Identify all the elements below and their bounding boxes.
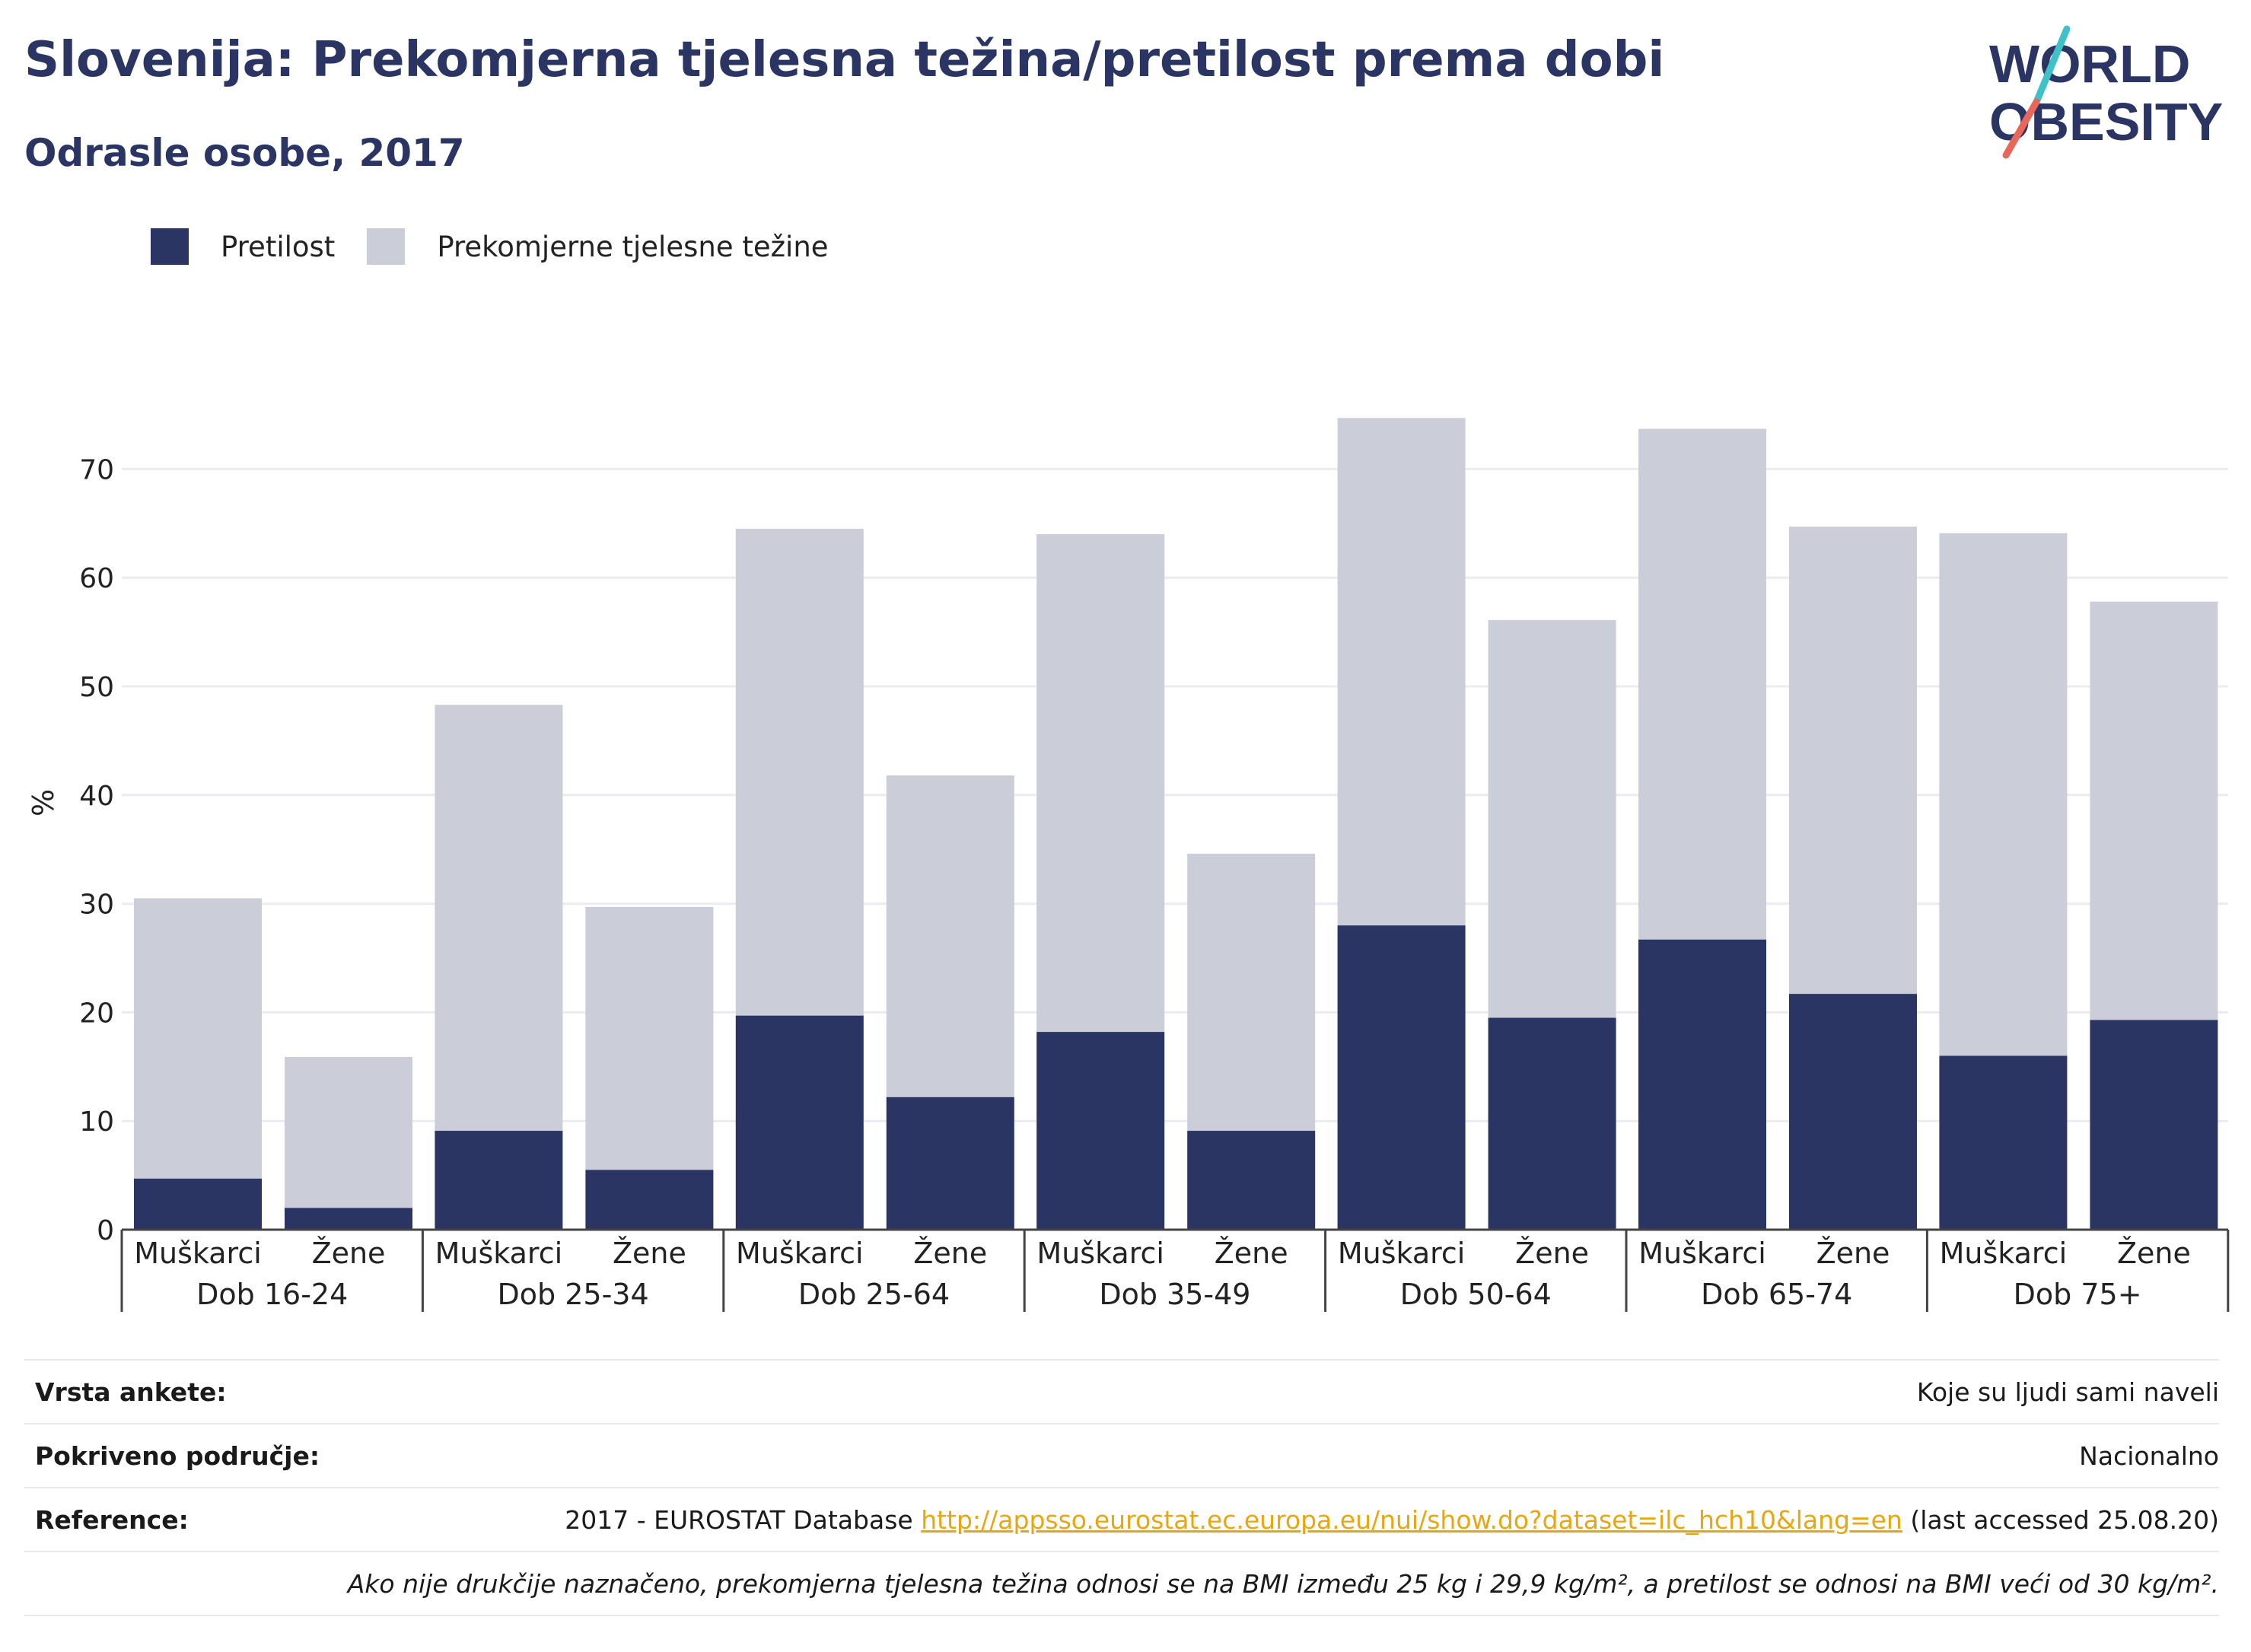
reference-value: 2017 - EUROSTAT Database http://appsso.e… (565, 1505, 2219, 1535)
x-subcategory-label: Muškarci (736, 1237, 864, 1270)
bar-obesity (886, 1097, 1014, 1230)
bar-overweight (435, 705, 563, 1132)
bar-obesity (735, 1015, 864, 1230)
bar-obesity (585, 1170, 714, 1230)
bar-obesity (435, 1131, 563, 1230)
coverage-label: Pokriveno područje: (35, 1441, 320, 1471)
y-tick-label: 30 (79, 890, 114, 921)
reference-prefix: 2017 - EUROSTAT Database (565, 1505, 922, 1535)
info-row-reference: Reference: 2017 - EUROSTAT Database http… (24, 1487, 2219, 1551)
bar-obesity (1638, 939, 1766, 1230)
x-group-label: Dob 75+ (2014, 1278, 2142, 1311)
survey-type-value: Koje su ljudi sami naveli (1916, 1377, 2219, 1407)
reference-suffix: (last accessed 25.08.20) (1902, 1505, 2219, 1535)
chart-title: Slovenija: Prekomjerna tjelesna težina/p… (24, 32, 1665, 88)
bar-obesity (1488, 1017, 1616, 1230)
x-subcategory-label: Žene (1515, 1237, 1589, 1270)
x-subcategory-label: Muškarci (134, 1237, 262, 1270)
logo-text-world: WORLD (1989, 34, 2190, 94)
legend-item-obesity[interactable]: Pretilost (151, 228, 335, 265)
info-row-coverage: Pokriveno područje: Nacionalno (24, 1423, 2219, 1487)
x-group-label: Dob 35-49 (1099, 1278, 1250, 1311)
bar-obesity (1939, 1055, 2068, 1230)
legend-item-overweight[interactable]: Prekomjerne tjelesne težine (367, 228, 829, 265)
x-group-label: Dob 25-34 (498, 1278, 649, 1311)
x-group-label: Dob 25-64 (798, 1278, 950, 1311)
x-subcategory-label: Žene (2117, 1237, 2191, 1270)
coverage-value: Nacionalno (2079, 1441, 2219, 1471)
y-tick-label: 40 (79, 781, 114, 812)
x-subcategory-label: Muškarci (435, 1237, 563, 1270)
x-subcategory-label: Žene (913, 1237, 987, 1270)
x-subcategory-label: Žene (312, 1237, 386, 1270)
x-group-label: Dob 65-74 (1701, 1278, 1852, 1311)
bar-overweight (1337, 418, 1466, 926)
y-tick-label: 70 (79, 454, 114, 485)
x-subcategory-label: Žene (1816, 1237, 1890, 1270)
x-subcategory-label: Žene (613, 1237, 686, 1270)
bar-overweight (1488, 619, 1616, 1018)
reference-link[interactable]: http://appsso.eurostat.ec.europa.eu/nui/… (921, 1505, 1902, 1535)
info-row-survey: Vrsta ankete: Koje su ljudi sami naveli (24, 1359, 2219, 1423)
bar-obesity (1187, 1131, 1316, 1230)
legend-label-overweight: Prekomjerne tjelesne težine (437, 230, 829, 263)
y-tick-label: 60 (79, 563, 114, 594)
y-tick-label: 0 (97, 1215, 114, 1246)
bar-obesity (1036, 1032, 1165, 1230)
bar-overweight (1789, 527, 1917, 995)
bar-overweight (735, 528, 864, 1016)
bar-overweight (285, 1056, 412, 1208)
info-table: Vrsta ankete: Koje su ljudi sami naveli … (24, 1359, 2219, 1616)
y-axis-label: % (27, 789, 60, 816)
world-obesity-logo: WORLD OBESITY (1989, 25, 2223, 159)
bar-overweight (134, 898, 262, 1179)
chart-legend: Pretilost Prekomjerne tjelesne težine (151, 227, 861, 266)
bar-obesity (1337, 925, 1466, 1230)
x-group-label: Dob 50-64 (1400, 1278, 1552, 1311)
x-subcategory-label: Muškarci (1940, 1237, 2068, 1270)
info-row-note: Ako nije drukčije naznačeno, prekomjerna… (24, 1551, 2219, 1616)
survey-type-label: Vrsta ankete: (35, 1377, 227, 1407)
bar-obesity (134, 1178, 262, 1230)
reference-label: Reference: (35, 1505, 189, 1535)
y-tick-label: 10 (79, 1106, 114, 1138)
bar-overweight (585, 906, 714, 1170)
bar-obesity (1789, 994, 1917, 1230)
logo-slash-teal (2033, 25, 2071, 106)
bar-overweight (2090, 601, 2218, 1020)
bar-obesity (2090, 1020, 2218, 1230)
x-subcategory-label: Žene (1215, 1237, 1288, 1270)
bar-obesity (285, 1208, 412, 1230)
x-subcategory-label: Muškarci (1638, 1237, 1766, 1270)
legend-swatch-obesity (151, 228, 189, 265)
bar-overweight (1036, 534, 1165, 1033)
legend-label-obesity: Pretilost (221, 230, 336, 263)
y-tick-label: 50 (79, 672, 114, 703)
x-subcategory-label: Muškarci (1338, 1237, 1466, 1270)
bar-overweight (886, 775, 1014, 1097)
x-subcategory-label: Muškarci (1036, 1237, 1164, 1270)
bar-overweight (1187, 853, 1316, 1132)
chart-subtitle: Odrasle osobe, 2017 (24, 131, 465, 175)
definition-note: Ako nije drukčije naznačeno, prekomjerna… (347, 1569, 2219, 1599)
bar-overweight (1638, 428, 1766, 940)
stacked-bar-chart: 0 10 20 30 40 50 60 70% Muškarci Žene Dob 16-24 Muš… (27, 418, 2230, 1312)
x-group-label: Dob 16-24 (196, 1278, 348, 1311)
bar-overweight (1939, 533, 2068, 1056)
y-tick-label: 20 (79, 998, 114, 1029)
legend-swatch-overweight (367, 228, 406, 265)
logo-slash-red (2002, 98, 2040, 159)
